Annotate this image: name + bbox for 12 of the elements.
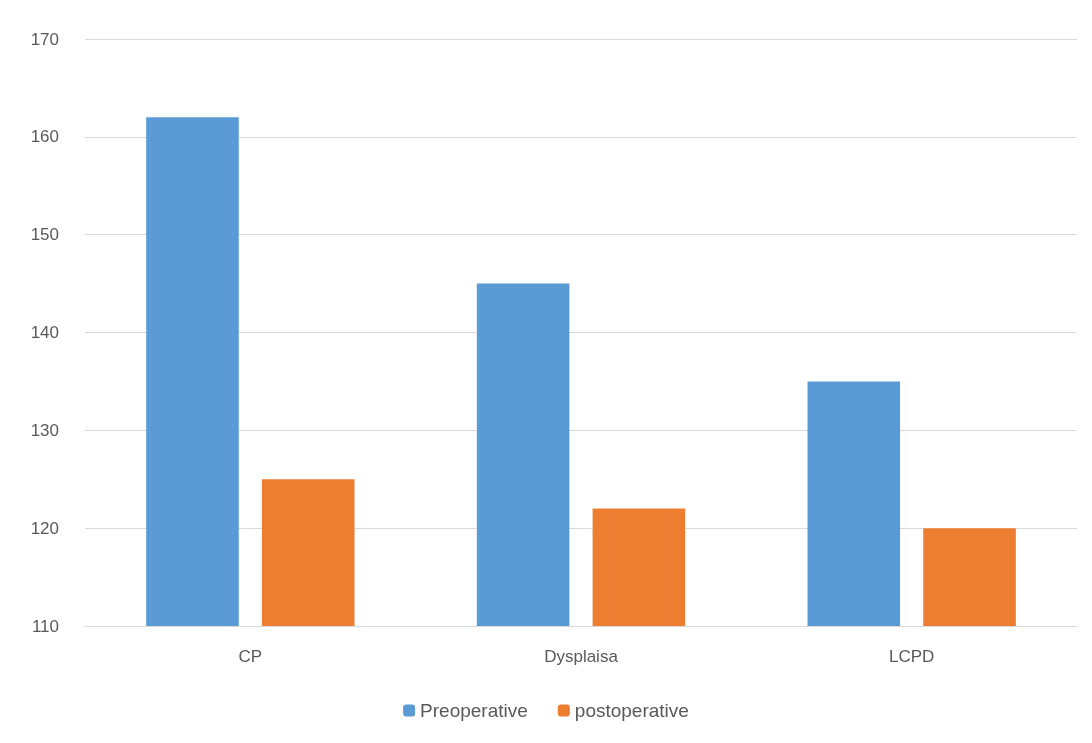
legend-label: Preoperative <box>420 700 528 721</box>
y-tick-label: 130 <box>30 420 59 440</box>
y-tick-label: 140 <box>30 323 59 342</box>
y-tick-label: 160 <box>30 127 59 147</box>
y-tick-label: 110 <box>31 616 59 636</box>
x-tick-label: CP <box>238 647 263 666</box>
x-tick-label: LCPD <box>888 647 935 666</box>
x-tick-label: Dysplaisa <box>544 647 619 666</box>
y-tick-label: 120 <box>30 518 59 538</box>
legend-label: postoperative <box>574 700 689 721</box>
y-tick-label: 150 <box>30 225 59 245</box>
y-tick-label: 170 <box>30 29 59 49</box>
